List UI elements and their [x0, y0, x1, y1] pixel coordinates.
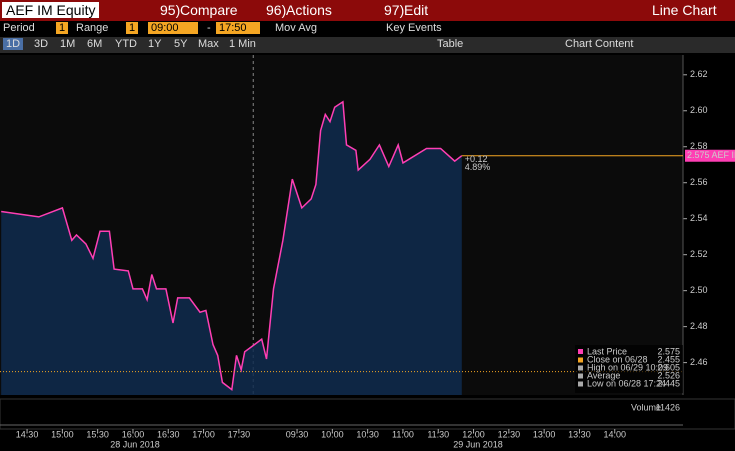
- x-tick-label: 13:30: [568, 429, 591, 439]
- range-tab[interactable]: 1M: [60, 38, 76, 50]
- start-input[interactable]: 09:00: [148, 22, 198, 34]
- volume-bg: [0, 398, 735, 430]
- chart-content-button[interactable]: Chart Content: [565, 38, 634, 50]
- y-tick-label: 2.46: [690, 357, 708, 367]
- end-input[interactable]: 17:50: [216, 22, 260, 34]
- legend-label: Average: [587, 370, 620, 380]
- legend-swatch: [578, 365, 583, 371]
- legend-label: High on 06/29 10:09: [587, 362, 668, 372]
- period-label: Period: [3, 22, 35, 34]
- menu-num: 97): [384, 2, 405, 18]
- range-tab[interactable]: 1D: [3, 38, 24, 50]
- volume-value: 11426: [656, 402, 680, 412]
- last-tag-bg: [685, 149, 735, 162]
- title-bar: AEF IM Equity 95) Compare 96) Actions 97…: [0, 0, 735, 21]
- control-bar: Period 1 Range 1 09:00 - 17:50 Mov Avg K…: [0, 21, 735, 37]
- x-tick-label: 17:30: [228, 429, 251, 439]
- legend-label: Last Price: [587, 346, 627, 356]
- price-line: [1, 100, 463, 391]
- x-tick-label: 16:00: [122, 429, 145, 439]
- range-tab[interactable]: 6M: [87, 38, 103, 50]
- x-tick-label: 15:30: [86, 429, 109, 439]
- legend-value: 2.445: [657, 378, 680, 388]
- range-tab[interactable]: YTD: [115, 38, 137, 50]
- legend-swatch: [578, 357, 583, 363]
- x-tick-label: 14:00: [603, 429, 626, 439]
- tab-bar: Table Chart Content 1D 3D 1M 6M YTD 1Y 5Y Max 1 …: [0, 37, 735, 53]
- legend-value: 2.455: [657, 354, 680, 364]
- y-tick-label: 2.56: [690, 177, 708, 187]
- volume-label: Volume: [631, 402, 661, 412]
- y-tick-label: 2.54: [690, 213, 708, 223]
- x-tick-label: 11:30: [427, 429, 449, 439]
- legend-swatch: [578, 381, 583, 387]
- x-tick-label: 17:00: [192, 429, 215, 439]
- x-tick-label: 15:00: [51, 429, 74, 439]
- change: +0.12: [465, 154, 488, 164]
- x-tick-label: 09:30: [286, 429, 309, 439]
- edit-menu[interactable]: Edit: [404, 2, 429, 18]
- view-label: Line Chart: [652, 2, 717, 18]
- legend-swatch: [578, 349, 583, 354]
- range-input[interactable]: 1: [126, 22, 139, 34]
- compare-menu[interactable]: Compare: [180, 2, 238, 18]
- range-tab[interactable]: 1 Min: [229, 38, 256, 50]
- range-label: Range: [76, 22, 109, 34]
- ticker-input[interactable]: AEF IM Equity: [2, 2, 100, 18]
- legend-value: 2.575: [657, 346, 680, 356]
- legend-label: Low on 06/28 17:24: [587, 378, 666, 388]
- range-tab[interactable]: Max: [198, 38, 219, 50]
- legend-value: 2.526: [657, 370, 680, 380]
- menu-num: 95): [160, 2, 181, 18]
- legend-label: Close on 06/28: [587, 354, 648, 364]
- key-events[interactable]: Key Events: [386, 22, 442, 34]
- menu-num: 96): [266, 2, 287, 18]
- x-tick-label: 12:00: [462, 429, 485, 439]
- legend-swatch: [578, 373, 583, 379]
- x-tick-label: 12:30: [498, 429, 521, 439]
- range-tab[interactable]: 1Y: [148, 38, 162, 50]
- period-input[interactable]: 1: [56, 22, 69, 34]
- legend-bg: [575, 345, 683, 393]
- dash: -: [207, 22, 211, 34]
- last-tag: 2.575 AEF IM: [687, 150, 735, 160]
- y-tick-label: 2.50: [690, 285, 708, 295]
- area: [1, 101, 462, 396]
- y-tick-label: 2.62: [690, 69, 708, 79]
- chart: 2.46 2.48 2.50 2.52 2.54 2.56 2.58 2.60 2.62 14:3…: [0, 55, 735, 449]
- x-tick-label: 14:30: [16, 429, 39, 439]
- y-tick-label: 2.60: [690, 105, 708, 115]
- date-label: 29 Jun 2018: [453, 439, 503, 449]
- y-tick-label: 2.52: [690, 249, 708, 259]
- actions-menu[interactable]: Actions: [286, 2, 332, 18]
- range-tab[interactable]: 5Y: [174, 38, 188, 50]
- y-tick-label: 2.48: [690, 321, 708, 331]
- table-button[interactable]: Table: [437, 38, 464, 50]
- range-tab[interactable]: 3D: [34, 38, 49, 50]
- change-pct: 4.89%: [465, 162, 491, 172]
- mov-avg[interactable]: Mov Avg: [275, 22, 317, 34]
- x-tick-label: 11:00: [392, 429, 414, 439]
- x-tick-label: 10:00: [321, 429, 344, 439]
- date-label: 28 Jun 2018: [110, 439, 160, 449]
- y-tick-label: 2.58: [690, 141, 708, 151]
- legend-value: 2.605: [657, 362, 680, 372]
- x-tick-label: 13:00: [533, 429, 556, 439]
- x-tick-label: 16:30: [157, 429, 180, 439]
- x-tick-label: 10:30: [356, 429, 379, 439]
